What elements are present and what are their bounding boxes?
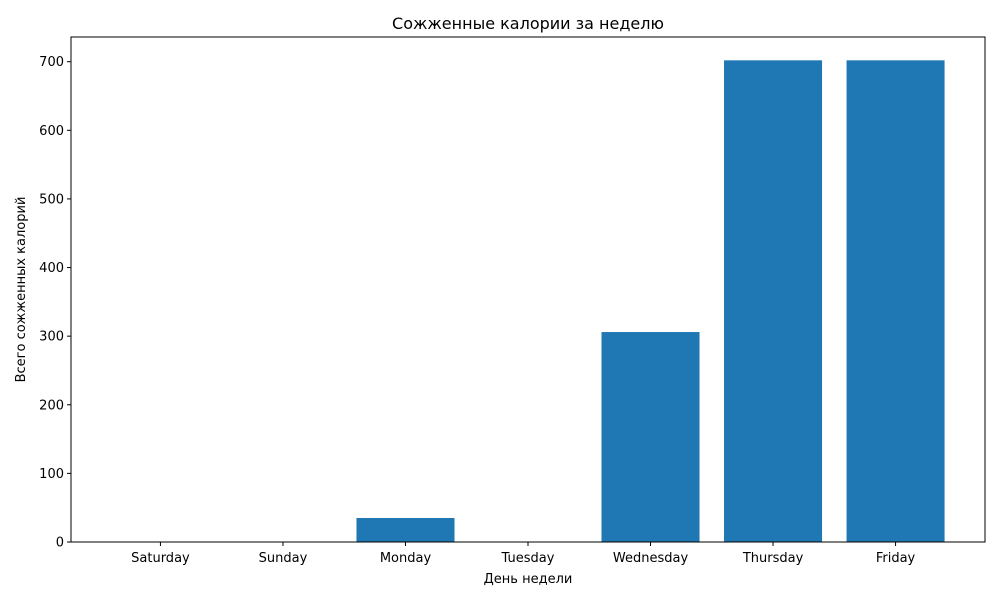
chart-title: Сожженные калории за неделю [392,14,664,33]
y-tick-label: 500 [39,192,64,207]
bar-thursday [724,60,823,542]
bar-friday [846,60,945,542]
x-tick-label: Tuesday [501,551,555,566]
bars-group [356,60,945,542]
y-axis-title: Всего сожженных калорий [14,197,29,383]
bar-monday [356,517,455,542]
y-tick-label: 0 [56,536,64,551]
y-tick-label: 700 [39,55,64,70]
plot-frame [70,36,986,543]
y-tick-label: 200 [39,398,64,413]
x-axis: Saturday Sunday Monday Tuesday Wednesday Thur… [131,542,916,566]
x-tick-label: Monday [380,551,432,566]
y-tick-label: 100 [39,467,64,482]
bar-wednesday [601,332,700,542]
x-axis-title: День недели [484,572,573,587]
y-tick-label: 300 [39,330,64,345]
x-tick-label: Sunday [259,551,308,566]
y-tick-label: 600 [39,124,64,139]
y-tick-label: 400 [39,261,64,276]
x-tick-label: Wednesday [613,551,689,566]
x-tick-label: Saturday [131,551,190,566]
x-tick-label: Friday [876,551,916,566]
x-tick-label: Thursday [742,551,804,566]
y-axis: 0 100 200 300 400 500 600 700 [39,55,71,551]
